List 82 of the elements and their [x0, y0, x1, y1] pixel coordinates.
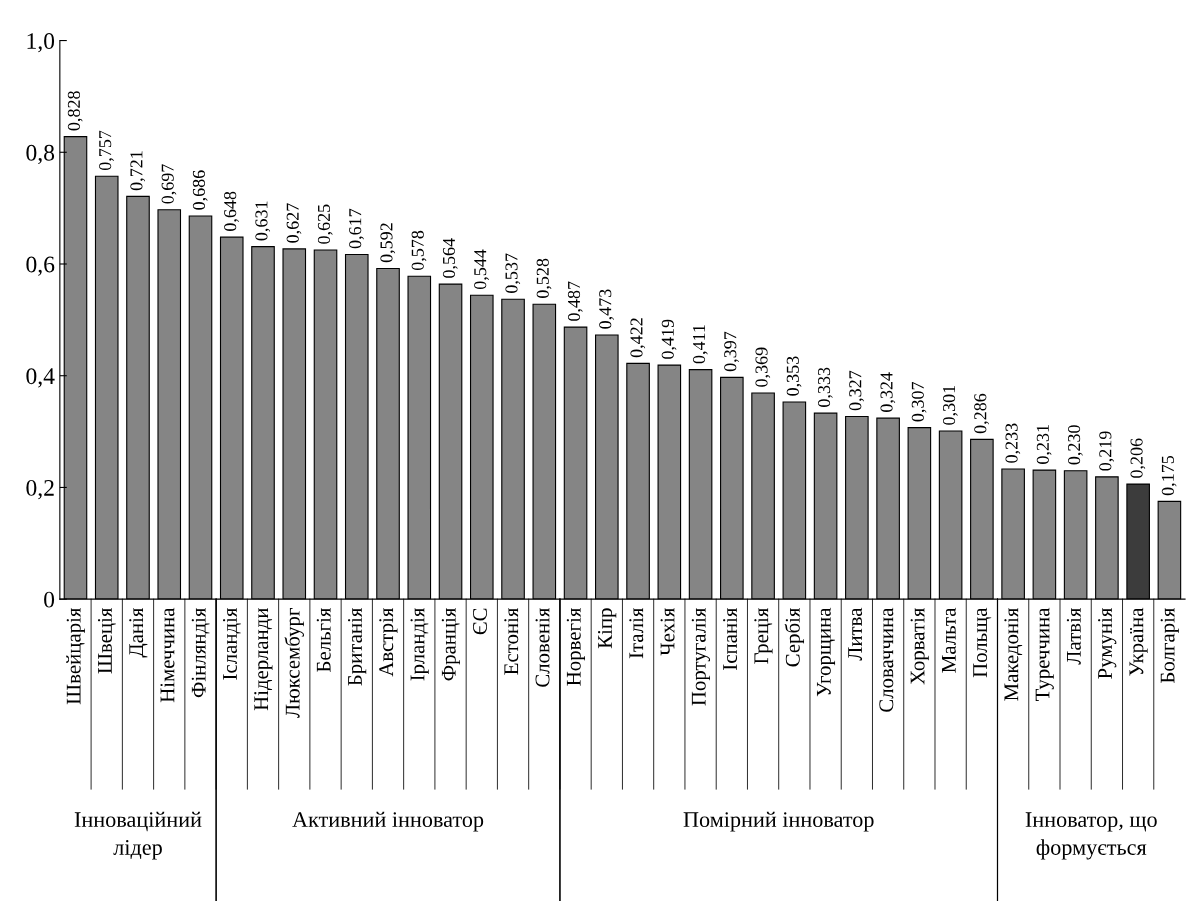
x-tick-label: Сербія [784, 607, 805, 667]
x-tick-label: Словаччина [879, 607, 894, 712]
data-label: 0,528 [536, 258, 552, 298]
data-label: 0,625 [317, 204, 333, 244]
x-tick-label: Мальта [941, 607, 956, 673]
data-label: 0,721 [130, 151, 146, 191]
x-tick-label: Австрія [379, 607, 398, 677]
y-tick-label: 0,4 [26, 368, 55, 388]
x-tick-label: Словенія [535, 607, 550, 687]
x-tick-label: Норвегія [566, 607, 585, 686]
data-label: 0,397 [724, 331, 739, 372]
x-tick-label: Болгарія [1160, 607, 1179, 684]
data-label: 0,333 [817, 367, 833, 407]
x-tick-label: Хорватія [910, 607, 929, 685]
data-label: 0,537 [505, 253, 521, 293]
x-tick-label: Македонія [1004, 607, 1023, 701]
data-label: 0,286 [974, 393, 989, 434]
text: Інноваційний лідер [74, 811, 202, 860]
x-tick-label: Португалія [691, 607, 711, 706]
x-tick-label: ЄС [473, 608, 488, 635]
data-label: 0,473 [599, 289, 614, 329]
data-label: 0,411 [692, 325, 708, 364]
data-label: 0,627 [286, 203, 302, 243]
data-label: 0,617 [349, 208, 364, 249]
data-label: 0,369 [755, 347, 771, 387]
x-tick-label: Люксембург [284, 608, 304, 718]
data-label: 0,631 [255, 201, 271, 241]
y-tick-label: 1,0 [27, 33, 55, 53]
data-label: 0,353 [786, 356, 802, 396]
data-label: 0,544 [474, 249, 489, 290]
x-tick-label: Румунія [1098, 607, 1117, 679]
data-label: 0,206 [1130, 438, 1146, 478]
x-tick-label: Латвія [1066, 607, 1081, 665]
data-label: 0,230 [1067, 425, 1083, 465]
data-label: 0,564 [442, 238, 458, 278]
x-tick-label: Швейцарія [66, 607, 85, 705]
data-label: 0,686 [192, 170, 208, 210]
text: Активний інноватор [292, 811, 484, 832]
data-label: 0,592 [380, 223, 396, 263]
x-tick-label: Угорщина [816, 607, 836, 697]
data-label: 0,697 [161, 164, 177, 204]
x-tick-label: Франція [441, 607, 460, 681]
x-tick-label: Естонія [504, 607, 519, 675]
data-label: 0,301 [942, 385, 958, 425]
x-tick-label: Польща [973, 607, 992, 678]
x-tick-label: Туреччина [1035, 607, 1054, 701]
x-tick-label: Данія [129, 607, 148, 658]
y-tick-label: 0,2 [26, 479, 54, 500]
x-tick-label: Греція [754, 607, 773, 664]
data-label: 0,828 [67, 91, 83, 131]
x-tick-label: Литва [848, 607, 863, 661]
data-label: 0,487 [567, 281, 583, 321]
x-tick-label: Нідерланди [254, 608, 273, 711]
x-tick-label: Німеччина [160, 607, 175, 703]
data-label: 0,324 [880, 372, 896, 412]
data-label: 0,307 [911, 382, 927, 422]
data-label: 0,231 [1036, 425, 1052, 464]
data-label: 0,233 [1005, 423, 1021, 463]
y-tick-label: 0,8 [26, 144, 55, 165]
x-tick-label: Бельгія [316, 607, 331, 672]
y-tick-label: 0,6 [26, 256, 55, 276]
x-tick-label: Британія [347, 607, 367, 686]
text: Інноватор, що формується [1025, 812, 1157, 860]
data-label: 0,175 [1161, 455, 1177, 496]
x-tick-label: Кіпр [598, 608, 617, 649]
data-label: 0,578 [411, 230, 427, 271]
x-tick-label: Швеція [97, 607, 116, 674]
x-tick-label: Ірландія [410, 607, 429, 681]
x-tick-label: Чехія [660, 607, 675, 656]
x-tick-label: Італія [629, 607, 644, 659]
data-label: 0,648 [224, 191, 239, 231]
data-label: 0,219 [1099, 431, 1115, 471]
data-label: 0,327 [849, 370, 864, 411]
data-label: 0,757 [99, 130, 114, 171]
y-tick-label: 0 [44, 591, 55, 608]
x-tick-label: Ісландія [222, 607, 241, 680]
data-label: 0,422 [630, 318, 646, 358]
data-label: 0,419 [661, 319, 677, 359]
x-tick-label: Іспанія [723, 607, 738, 670]
x-tick-label: Україна [1129, 607, 1148, 676]
text: Помірний інноватор [683, 811, 874, 832]
x-tick-label: Фінляндія [191, 607, 210, 698]
